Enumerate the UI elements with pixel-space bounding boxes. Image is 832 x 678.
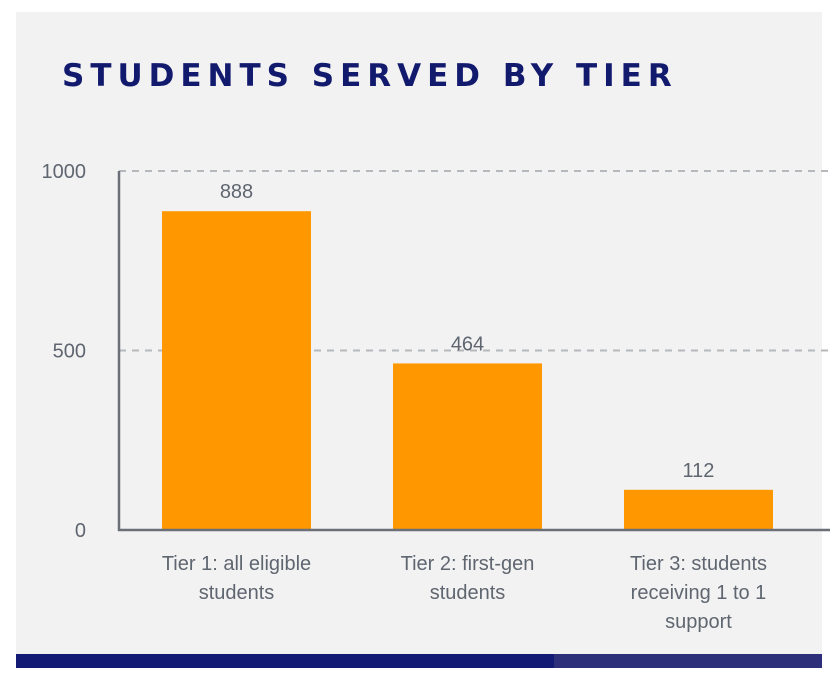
labels: 0 500 1000 888 Tier 1: all eligible students 4… — [42, 161, 768, 633]
y-tick-label: 0 — [75, 520, 86, 542]
x-tick-label: Tier 2: first-gen — [401, 553, 535, 575]
data-label: 112 — [683, 460, 715, 482]
x-tick-label: students — [199, 582, 275, 604]
bars — [162, 211, 773, 530]
chart-card — [16, 12, 822, 654]
x-tick-label: students — [430, 582, 506, 604]
bar — [624, 489, 773, 530]
footer-bar-primary — [16, 654, 554, 668]
footer-bar-secondary — [554, 654, 822, 668]
data-label: 464 — [451, 333, 484, 355]
bar — [393, 363, 542, 530]
x-tick-label: Tier 3: students — [630, 553, 767, 575]
x-tick-label: support — [665, 611, 732, 633]
bar — [162, 211, 311, 530]
y-tick-label: 500 — [53, 341, 86, 363]
y-tick-label: 1000 — [42, 161, 87, 183]
chart-title: STUDENTS SERVED BY TIER — [62, 58, 678, 94]
data-label: 888 — [220, 181, 253, 203]
x-tick-label: Tier 1: all eligible — [162, 553, 311, 575]
axes — [117, 171, 830, 532]
x-tick-label: receiving 1 to 1 — [631, 582, 767, 604]
footer-bar — [16, 654, 822, 668]
